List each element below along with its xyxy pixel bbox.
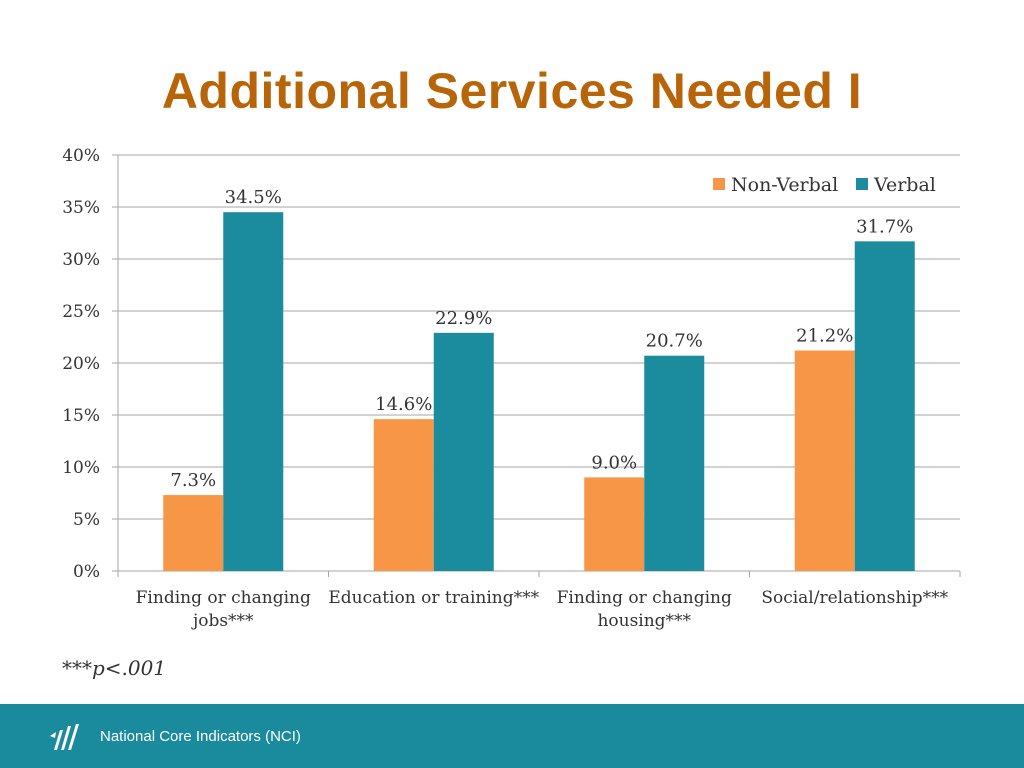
footer-org-name: National Core Indicators (NCI) <box>100 728 301 745</box>
x-category-label: jobs*** <box>191 611 254 631</box>
data-label: 21.2% <box>796 326 853 347</box>
y-tick-label: 15% <box>62 406 100 426</box>
significance-footnote: ***p<.001 <box>62 656 166 680</box>
legend-box <box>703 170 945 206</box>
nci-logo-icon <box>50 724 79 750</box>
footnote-p-value: p<.001 <box>92 656 167 680</box>
legend-label: Non-Verbal <box>731 174 838 196</box>
legend-swatch <box>713 178 725 190</box>
y-tick-label: 10% <box>62 458 100 478</box>
data-label: 7.3% <box>170 470 216 491</box>
bar-non-verbal <box>163 495 224 571</box>
x-category-label: Social/relationship*** <box>761 588 948 608</box>
y-tick-label: 0% <box>73 562 100 582</box>
bar-verbal <box>433 332 494 571</box>
bar-non-verbal <box>794 350 855 571</box>
x-category-label: housing*** <box>597 611 691 631</box>
bar-chart: 0% 5% 10% 15% 20% 25% 30% 35% 40% 7.3% 34.5% Findin… <box>62 146 961 631</box>
y-tick-label: 40% <box>62 146 100 166</box>
y-tick-label: 35% <box>62 198 100 218</box>
y-tick-label: 25% <box>62 302 100 322</box>
data-label: 14.6% <box>375 394 432 415</box>
y-tick-label: 20% <box>62 354 100 374</box>
footer-bar: National Core Indicators (NCI) <box>0 704 1024 768</box>
y-tick-label: 30% <box>62 250 100 270</box>
x-category-label: Education or training*** <box>328 588 539 608</box>
data-label: 9.0% <box>591 452 637 473</box>
bar-non-verbal <box>584 477 645 571</box>
x-category-label: Finding or changing <box>557 588 732 608</box>
page-title: Additional Services Needed I <box>161 63 863 119</box>
bar-verbal <box>223 212 284 571</box>
y-tick-label: 5% <box>73 510 100 530</box>
legend-label: Verbal <box>873 174 936 196</box>
data-label: 20.7% <box>646 331 703 352</box>
data-label: 22.9% <box>435 308 492 329</box>
footnote-stars: *** <box>62 656 92 680</box>
bar-non-verbal <box>373 419 434 571</box>
legend-swatch <box>856 178 868 190</box>
bar-verbal <box>854 241 915 571</box>
data-label: 34.5% <box>225 187 282 208</box>
data-label: 31.7% <box>856 216 913 237</box>
bar-verbal <box>644 355 705 571</box>
x-category-label: Finding or changing <box>136 588 311 608</box>
